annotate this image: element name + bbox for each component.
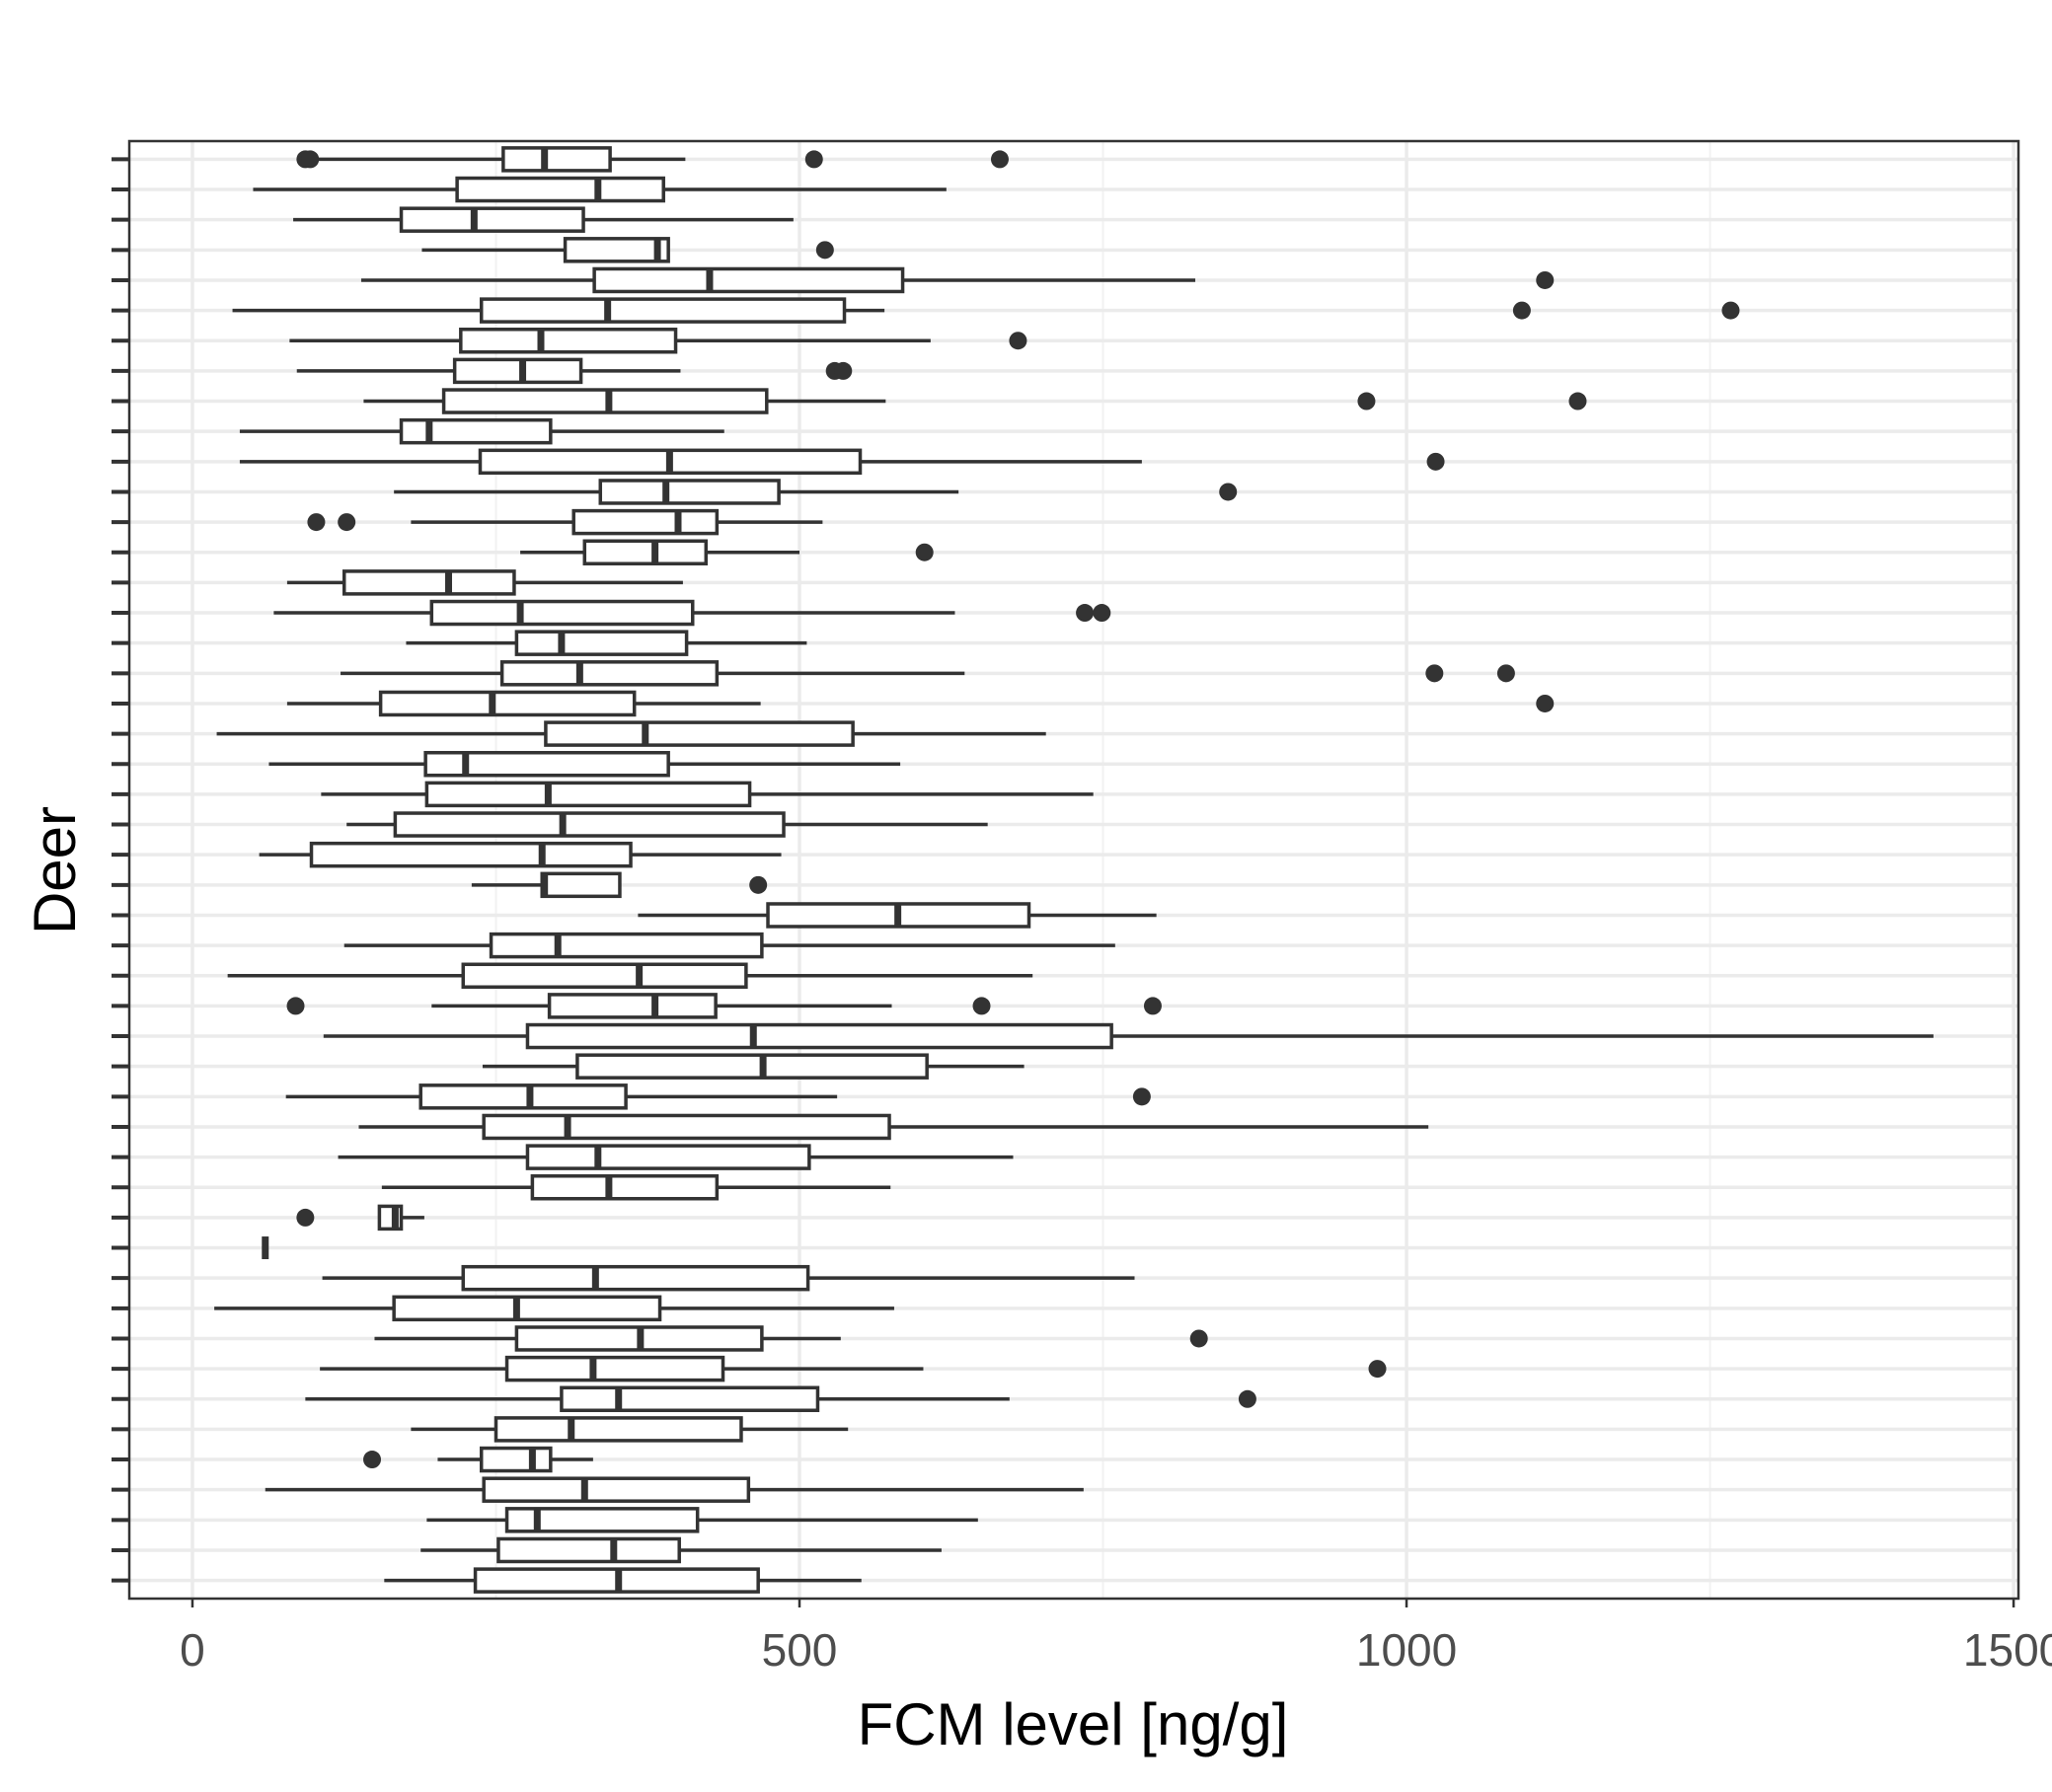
box bbox=[424, 781, 752, 808]
box bbox=[399, 417, 553, 445]
x-tick-label: 500 bbox=[762, 1624, 838, 1676]
box bbox=[392, 1295, 662, 1322]
box bbox=[309, 841, 633, 868]
box bbox=[393, 811, 786, 838]
box bbox=[560, 1385, 820, 1412]
box bbox=[461, 962, 748, 989]
outlier bbox=[1568, 392, 1587, 411]
box bbox=[525, 1022, 1113, 1050]
x-axis-title: FCM level [ng/g] bbox=[858, 1691, 1289, 1757]
outlier bbox=[815, 241, 834, 260]
outlier bbox=[1368, 1360, 1387, 1379]
box bbox=[455, 176, 665, 203]
box bbox=[582, 539, 709, 565]
x-tick-label: 0 bbox=[180, 1624, 205, 1676]
outlier bbox=[1219, 483, 1238, 501]
outlier bbox=[1076, 604, 1095, 623]
box bbox=[461, 1264, 810, 1292]
box bbox=[418, 1083, 628, 1110]
box bbox=[482, 1113, 891, 1141]
box bbox=[399, 206, 585, 233]
outlier bbox=[286, 997, 305, 1015]
outlier bbox=[1512, 301, 1531, 320]
outlier bbox=[1536, 270, 1555, 289]
box bbox=[501, 146, 612, 173]
outlier bbox=[1009, 332, 1027, 350]
outlier bbox=[1425, 664, 1444, 683]
box bbox=[575, 1053, 929, 1080]
box bbox=[563, 237, 670, 263]
box bbox=[592, 266, 905, 294]
box bbox=[459, 328, 678, 354]
box bbox=[489, 932, 764, 959]
box bbox=[514, 630, 689, 656]
outlier bbox=[804, 150, 823, 169]
box bbox=[496, 1536, 681, 1564]
y-axis-title: Deer bbox=[22, 806, 88, 934]
outlier bbox=[363, 1451, 382, 1469]
box bbox=[494, 1416, 743, 1443]
box bbox=[378, 690, 637, 717]
outlier bbox=[296, 1208, 315, 1227]
outlier bbox=[1143, 997, 1162, 1015]
box bbox=[423, 751, 670, 778]
outlier bbox=[915, 543, 934, 561]
box bbox=[525, 1144, 811, 1170]
box bbox=[429, 599, 695, 627]
outlier bbox=[834, 361, 853, 380]
x-tick-label: 1500 bbox=[1963, 1624, 2052, 1676]
outlier bbox=[338, 513, 356, 532]
box bbox=[598, 479, 781, 505]
box bbox=[441, 388, 769, 414]
box bbox=[504, 1355, 725, 1382]
outlier bbox=[1536, 694, 1555, 712]
box bbox=[452, 357, 583, 385]
x-tick-label: 1000 bbox=[1356, 1624, 1457, 1676]
box bbox=[540, 871, 622, 899]
plot-panel: 0 500 1000 1500 bbox=[112, 139, 2052, 1676]
outlier bbox=[1426, 452, 1445, 471]
outlier bbox=[1357, 392, 1376, 411]
box bbox=[544, 720, 855, 747]
outlier bbox=[301, 150, 320, 169]
outlier bbox=[990, 150, 1009, 169]
outlier bbox=[972, 997, 991, 1015]
box bbox=[530, 1174, 720, 1201]
panel-border bbox=[127, 139, 2020, 1601]
box bbox=[547, 993, 718, 1019]
box bbox=[479, 1446, 553, 1473]
outlier bbox=[1093, 604, 1111, 623]
outlier bbox=[749, 875, 768, 894]
box bbox=[482, 1476, 751, 1503]
box bbox=[571, 508, 720, 536]
outlier bbox=[1238, 1389, 1256, 1408]
outlier bbox=[307, 513, 326, 532]
outlier bbox=[1132, 1087, 1151, 1106]
outlier bbox=[1721, 301, 1740, 320]
box bbox=[342, 569, 516, 596]
box bbox=[479, 297, 847, 324]
box bbox=[499, 660, 720, 687]
outlier bbox=[1189, 1329, 1208, 1348]
outlier bbox=[1496, 664, 1515, 683]
box bbox=[504, 1507, 700, 1533]
